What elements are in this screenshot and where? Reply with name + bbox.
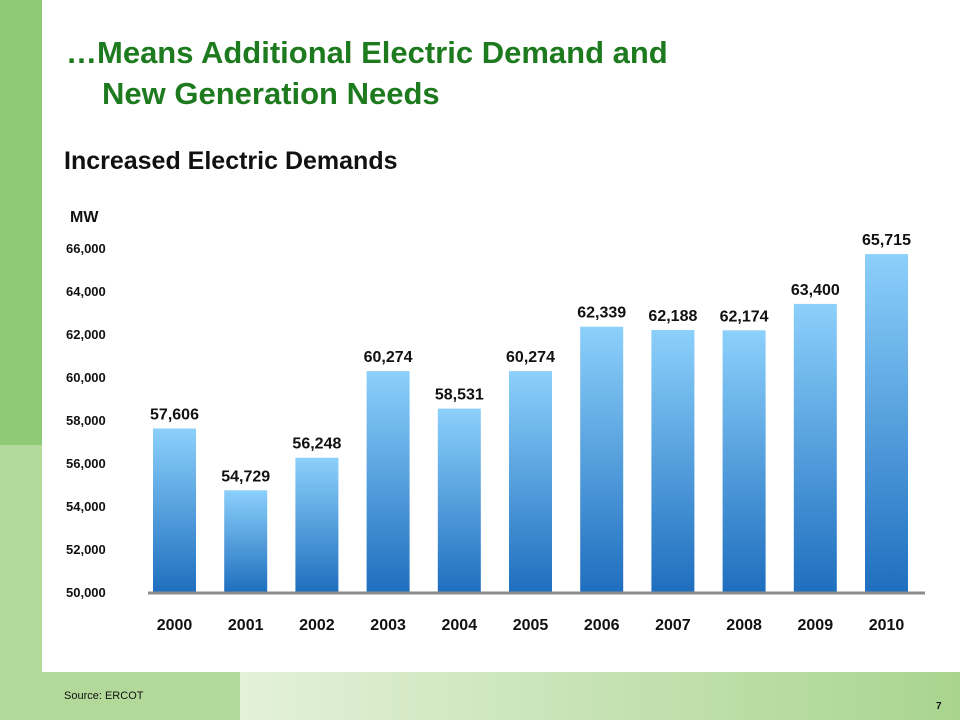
data-label-2010: 65,715 [862,232,911,249]
x-tick-label-2009: 2009 [798,617,834,634]
y-tick-label-62000: 62,000 [66,327,106,342]
y-axis-unit-label: MW [70,209,99,226]
y-tick-label-52000: 52,000 [66,542,106,557]
footer-band-gradient [240,672,960,720]
bar-2010 [865,254,908,592]
data-label-2004: 58,531 [435,387,484,404]
x-tick-label-2004: 2004 [442,617,478,634]
bar-2001 [224,490,268,592]
page-number: 7 [936,701,942,712]
left-accent-band-lower [0,445,42,720]
bar-2005 [509,371,552,592]
x-tick-label-2006: 2006 [584,617,620,634]
bar-2002 [295,457,339,592]
bar-2009 [793,303,837,592]
data-label-2005: 60,274 [506,349,555,366]
data-label-2006: 62,339 [577,305,626,322]
data-label-2007: 62,188 [648,308,697,325]
source-note: Source: ERCOT [64,690,144,702]
x-tick-label-2002: 2002 [299,617,335,634]
x-tick-label-2005: 2005 [513,617,549,634]
data-label-2003: 60,274 [364,349,413,366]
bar-2008 [722,330,766,592]
x-tick-label-2007: 2007 [655,617,691,634]
x-tick-label-2001: 2001 [228,617,264,634]
left-accent-band [0,0,42,445]
data-label-2009: 63,400 [791,282,840,299]
y-tick-label-64000: 64,000 [66,284,106,299]
footer-band-left [42,672,240,720]
data-label-2008: 62,174 [720,308,769,325]
bar-2004 [437,408,481,592]
y-tick-label-56000: 56,000 [66,456,106,471]
data-label-2001: 54,729 [221,468,270,485]
data-label-2000: 57,606 [150,407,199,424]
slide-title-line1: …Means Additional Electric Demand and [66,35,668,70]
slide-title: …Means Additional Electric Demand and Ne… [66,32,668,114]
y-tick-label-54000: 54,000 [66,499,106,514]
x-tick-label-2003: 2003 [370,617,406,634]
bar-2007 [651,330,695,592]
bar-2006 [580,326,624,592]
x-tick-label-2010: 2010 [869,617,905,634]
slide-title-line2: New Generation Needs [102,76,440,111]
slide-subtitle: Increased Electric Demands [64,147,398,175]
y-tick-label-50000: 50,000 [66,585,106,600]
bar-2003 [366,371,410,592]
y-tick-label-58000: 58,000 [66,413,106,428]
data-label-2002: 56,248 [292,436,341,453]
x-tick-label-2000: 2000 [157,617,193,634]
x-tick-label-2008: 2008 [726,617,762,634]
bar-2000 [153,428,196,592]
y-tick-label-60000: 60,000 [66,370,106,385]
y-tick-label-66000: 66,000 [66,241,106,256]
